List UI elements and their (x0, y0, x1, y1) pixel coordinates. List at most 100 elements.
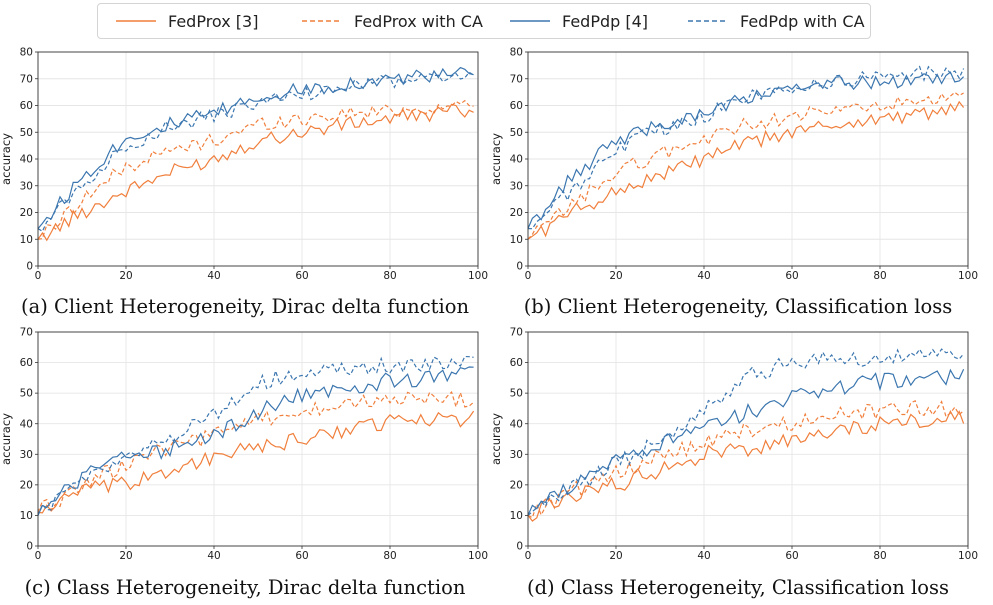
y-axis-label: accuracy (490, 413, 503, 465)
x-tick-label: 60 (295, 550, 308, 562)
y-tick-label: 70 (20, 73, 33, 85)
legend-item-fedpdp-ca: FedPdp with CA (688, 4, 865, 38)
caption-b: (b) Client Heterogeneity, Classification… (523, 295, 953, 318)
chart-b: 0 20 40 60 80 100 0 10 20 30 40 50 60 70 80 number of r… (490, 47, 978, 282)
x-tick-label: 100 (468, 550, 488, 562)
x-tick-label: 40 (207, 550, 220, 562)
legend-item-fedpdp: FedPdp [4] (510, 4, 648, 38)
x-tick-label: 20 (119, 270, 132, 282)
x-tick-label: 40 (697, 270, 710, 282)
legend-label-fedprox: FedProx [3] (168, 11, 259, 31)
x-axis-label: number of rounds (697, 560, 800, 562)
x-tick-label: 80 (873, 270, 886, 282)
y-tick-label: 20 (510, 207, 523, 219)
x-tick-label: 0 (525, 550, 532, 562)
chart-a: 0 20 40 60 80 100 0 10 20 30 40 50 60 70 80 number of r… (0, 47, 488, 282)
x-tick-label: 60 (785, 550, 798, 562)
y-tick-label: 10 (510, 510, 523, 522)
y-tick-label: 60 (510, 357, 523, 369)
x-tick-label: 0 (525, 270, 532, 282)
series-line-3 (527, 348, 965, 516)
y-tick-label: 0 (516, 541, 523, 553)
y-tick-label: 10 (20, 510, 33, 522)
x-tick-label: 60 (785, 270, 798, 282)
y-tick-label: 10 (510, 234, 523, 246)
caption-a: (a) Client Heterogeneity, Dirac delta fu… (20, 295, 470, 318)
y-tick-label: 70 (510, 73, 523, 85)
y-axis-label: accuracy (0, 133, 13, 185)
y-tick-label: 30 (510, 449, 523, 461)
legend-label-fedpdp-ca: FedPdp with CA (740, 11, 865, 31)
x-axis-label: number of rounds (697, 280, 800, 282)
x-tick-label: 20 (609, 550, 622, 562)
y-tick-label: 0 (516, 261, 523, 273)
x-tick-label: 40 (697, 550, 710, 562)
y-tick-label: 0 (26, 541, 33, 553)
series-line-1 (37, 390, 474, 513)
x-axis-label: number of rounds (207, 280, 310, 282)
y-tick-label: 80 (510, 47, 523, 59)
y-tick-label: 50 (510, 127, 523, 139)
legend-label-fedpdp: FedPdp [4] (562, 11, 649, 31)
series-line-1 (527, 399, 964, 519)
y-tick-label: 60 (20, 100, 33, 112)
caption-d: (d) Class Heterogeneity, Classification … (526, 576, 950, 599)
legend-label-fedprox-ca: FedProx with CA (354, 11, 483, 31)
legend-item-fedprox-ca: FedProx with CA (302, 4, 483, 38)
y-tick-label: 20 (20, 479, 33, 491)
series-line-0 (527, 100, 965, 240)
y-tick-label: 20 (20, 207, 33, 219)
x-tick-label: 60 (295, 270, 308, 282)
x-tick-label: 0 (35, 270, 42, 282)
legend: FedProx [3] FedProx with CA FedPdp [4] F… (97, 3, 871, 39)
x-tick-label: 100 (958, 550, 978, 562)
y-tick-label: 40 (510, 418, 523, 430)
x-tick-label: 40 (207, 270, 220, 282)
y-tick-label: 60 (20, 357, 33, 369)
x-tick-label: 20 (609, 270, 622, 282)
y-tick-label: 50 (20, 127, 33, 139)
y-tick-label: 50 (20, 388, 33, 400)
x-tick-label: 100 (468, 270, 488, 282)
y-tick-label: 20 (510, 479, 523, 491)
series-line-2 (37, 66, 474, 229)
y-tick-label: 80 (20, 47, 33, 59)
legend-line-fedprox-ca (302, 20, 342, 22)
y-tick-label: 30 (20, 449, 33, 461)
series-line-2 (527, 368, 965, 516)
x-tick-label: 80 (383, 550, 396, 562)
y-tick-label: 50 (510, 388, 523, 400)
y-axis-label: accuracy (0, 413, 13, 465)
legend-item-fedprox: FedProx [3] (116, 4, 258, 38)
x-tick-label: 80 (873, 550, 886, 562)
series-line-3 (37, 71, 474, 233)
series-line-0 (37, 410, 475, 514)
x-tick-label: 20 (119, 550, 132, 562)
y-tick-label: 70 (20, 327, 33, 339)
chart-d: 0 20 40 60 80 100 0 10 20 30 40 50 60 70 number of rou… (490, 327, 978, 562)
y-tick-label: 40 (20, 154, 33, 166)
x-tick-label: 80 (383, 270, 396, 282)
series-line-1 (37, 99, 474, 240)
series-line-2 (37, 366, 474, 516)
chart-c: 0 20 40 60 80 100 0 10 20 30 40 50 60 70 number of rou… (0, 327, 488, 562)
legend-line-fedpdp-ca (688, 20, 728, 22)
y-axis-label: accuracy (490, 133, 503, 185)
series-line-2 (527, 71, 965, 229)
y-tick-label: 40 (20, 418, 33, 430)
y-tick-label: 30 (20, 180, 33, 192)
legend-line-fedprox (116, 20, 156, 22)
x-tick-label: 0 (35, 550, 42, 562)
series-line-0 (527, 409, 965, 522)
series-line-1 (527, 91, 964, 240)
x-tick-label: 100 (958, 270, 978, 282)
series-line-3 (527, 65, 965, 230)
y-tick-label: 40 (510, 154, 523, 166)
y-tick-label: 0 (26, 261, 33, 273)
x-axis-label: number of rounds (207, 560, 310, 562)
y-tick-label: 60 (510, 100, 523, 112)
y-tick-label: 70 (510, 327, 523, 339)
series-line-3 (37, 355, 474, 516)
y-tick-label: 10 (20, 234, 33, 246)
caption-c: (c) Class Heterogeneity, Dirac delta fun… (24, 576, 466, 599)
